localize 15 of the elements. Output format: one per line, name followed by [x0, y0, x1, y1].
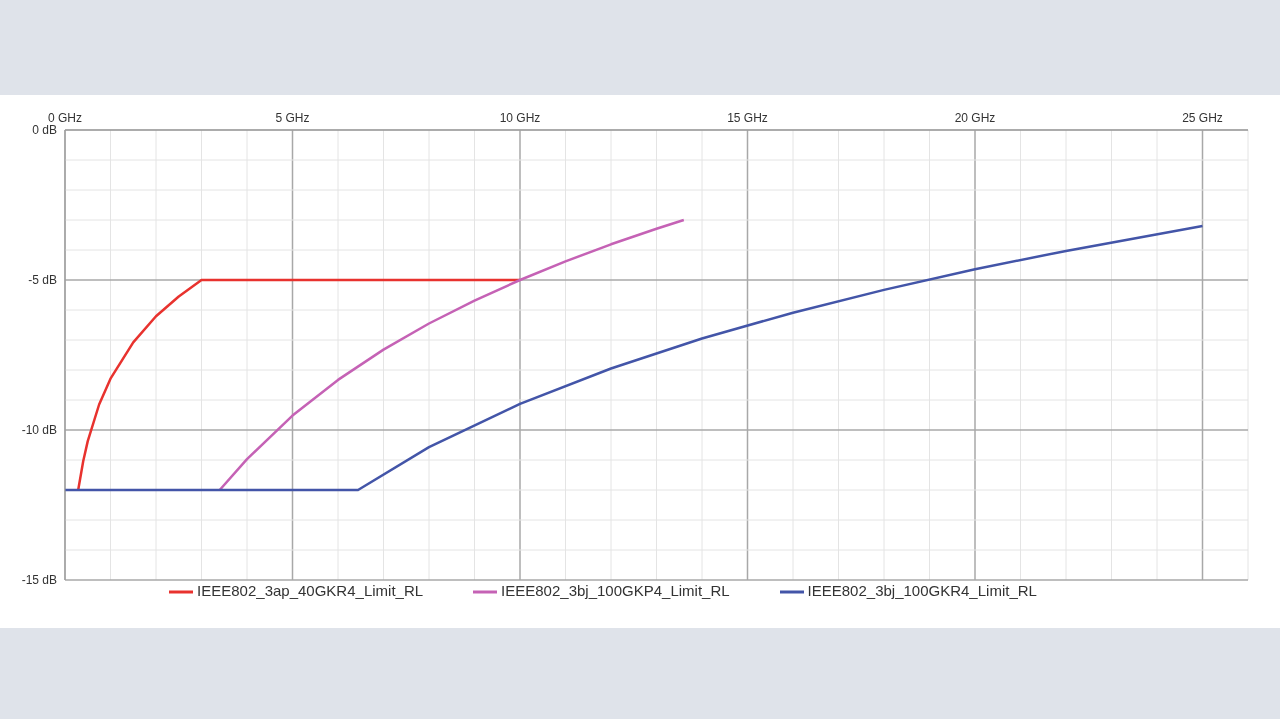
x-tick-label: 15 GHz	[727, 111, 768, 125]
x-tick-label: 25 GHz	[1182, 111, 1223, 125]
y-tick-label: -5 dB	[28, 273, 57, 288]
x-tick-label: 5 GHz	[275, 111, 310, 125]
y-tick-label: -15 dB	[21, 573, 57, 588]
legend-label: IEEE802_3ap_40GKR4_Limit_RL	[197, 581, 424, 599]
x-tick-label: 20 GHz	[954, 111, 996, 125]
y-tick-label: -10 dB	[21, 423, 57, 438]
legend-label: IEEE802_3bj_100GKP4_Limit_RL	[501, 581, 730, 599]
line-series	[218, 218, 686, 492]
x-tick-label: 10 GHz	[499, 111, 541, 125]
y-tick-label: 0 dB	[32, 123, 57, 138]
legend-label: IEEE802_3bj_100GKR4_Limit_RL	[807, 581, 1037, 599]
line-series	[65, 224, 1204, 492]
x-tick-label: 0 GHz	[47, 111, 83, 125]
